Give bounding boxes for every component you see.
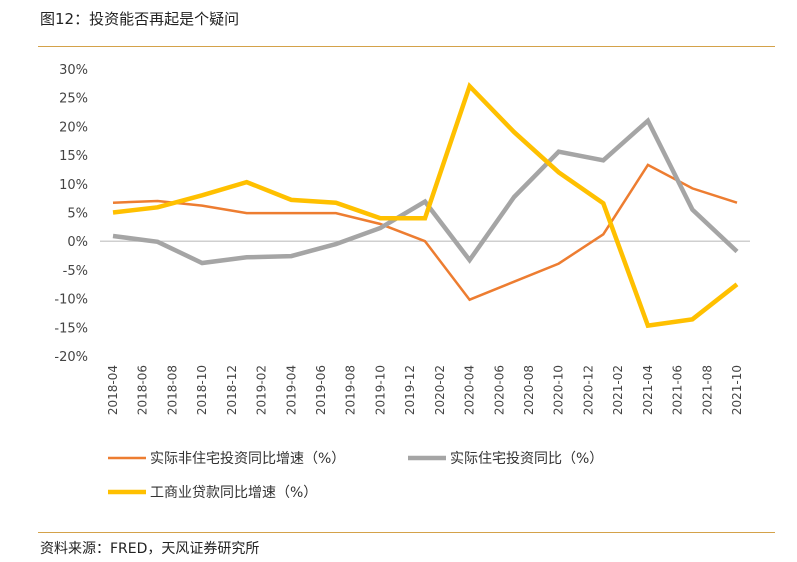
source-note: 资料来源：FRED，天风证券研究所: [40, 541, 260, 557]
x-tick-label: 2020-08: [522, 365, 536, 415]
x-tick-label: 2020-04: [463, 365, 477, 415]
y-axis-ticks: -20% -15% -10% -5% 0% 5% 10% 15% 20% 25% 30%: [54, 63, 88, 365]
y-tick-label: 25%: [59, 92, 88, 107]
x-tick-label: 2019-02: [255, 365, 269, 415]
series-line-2: [112, 117, 739, 266]
x-tick-label: 2020-06: [492, 365, 506, 415]
y-tick-label: 20%: [59, 120, 88, 135]
y-tick-label: -5%: [63, 264, 88, 279]
x-tick-label: 2021-06: [671, 365, 685, 415]
legend-label-2: 实际住宅投资同比（%）: [450, 451, 603, 467]
x-tick-label: 2020-12: [581, 365, 595, 415]
x-tick-label: 2018-08: [165, 365, 179, 415]
series-line-1: [112, 163, 738, 302]
bottom-rule: [38, 532, 775, 533]
x-tick-label: 2018-04: [106, 365, 120, 415]
y-tick-label: -20%: [54, 350, 88, 365]
y-tick-label: 15%: [59, 149, 88, 164]
line-chart: -20% -15% -10% -5% 0% 5% 10% 15% 20% 25% 30% 2018-…: [54, 63, 750, 501]
legend-label-3: 工商业贷款同比增速（%）: [150, 485, 317, 501]
x-tick-label: 2018-06: [136, 365, 150, 415]
y-tick-label: 30%: [59, 63, 88, 78]
x-tick-label: 2019-12: [403, 365, 417, 415]
page-title: 图12：投资能否再起是个疑问: [40, 10, 240, 28]
y-tick-label: -10%: [54, 293, 88, 308]
x-tick-label: 2019-04: [284, 365, 298, 415]
x-tick-label: 2020-10: [552, 365, 566, 415]
top-rule: [38, 46, 775, 47]
y-tick-label: 10%: [59, 178, 88, 193]
y-tick-label: 5%: [67, 207, 88, 222]
x-tick-label: 2019-06: [314, 365, 328, 415]
series-lines: [112, 81, 739, 329]
x-tick-label: 2021-08: [700, 365, 714, 415]
legend: 实际非住宅投资同比增速（%） 实际住宅投资同比（%） 工商业贷款同比增速（%）: [108, 451, 603, 501]
x-tick-label: 2019-10: [373, 365, 387, 415]
x-tick-label: 2021-04: [641, 365, 655, 415]
legend-label-1: 实际非住宅投资同比增速（%）: [150, 451, 345, 467]
x-tick-label: 2020-02: [433, 365, 447, 415]
x-tick-label: 2019-08: [344, 365, 358, 415]
x-tick-label: 2018-10: [195, 365, 209, 415]
x-tick-label: 2018-12: [225, 365, 239, 415]
x-tick-label: 2021-10: [730, 365, 744, 415]
y-tick-label: 0%: [67, 235, 88, 250]
series-line-3: [112, 81, 739, 329]
x-tick-label: 2021-02: [611, 365, 625, 415]
y-tick-label: -15%: [54, 321, 88, 336]
x-axis-ticks: 2018-04 2018-06 2018-08 2018-10 2018-12 2019-…: [106, 365, 744, 415]
